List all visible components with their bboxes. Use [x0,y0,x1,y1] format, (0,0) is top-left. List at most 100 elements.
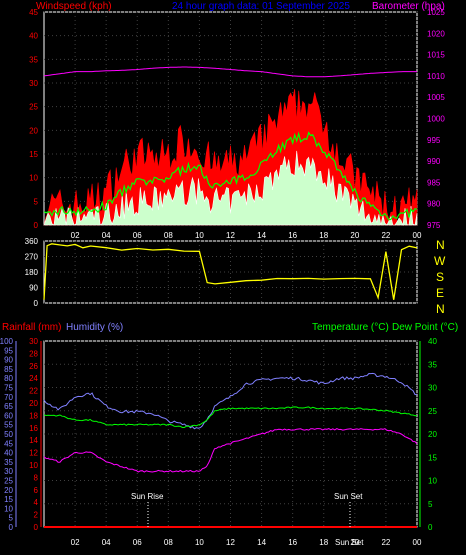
humidity-tick-label: 80 [4,374,13,383]
rainfall-tick-label: 10 [29,461,38,470]
wind-time-tick-label: 04 [102,231,111,240]
windspeed-tick-label: 20 [29,126,38,135]
wind-time-tick-label: 14 [257,231,266,240]
humidity-tick-label: 65 [4,402,13,411]
temperature-tick-label: 10 [428,477,437,486]
wind-time-tick-label: 00 [413,231,422,240]
barometer-series [43,66,417,78]
rainfall-tick-label: 18 [29,411,38,420]
windspeed-tick-label: 35 [29,55,38,64]
humidity-tick-label: 20 [4,486,13,495]
temperature-tick-label: 25 [428,407,437,416]
direction-tick-label: 0 [34,299,39,308]
temperature-tick-label: 0 [428,523,433,532]
windspeed-tick-label: 40 [29,32,38,41]
humidity-tick-label: 35 [4,458,13,467]
barometer-tick-label: 1025 [427,8,445,17]
temperature-tick-label: 15 [428,453,437,462]
wind-gust-series [43,89,418,226]
barometer-tick-label: 985 [427,178,441,187]
direction-tick-label: 360 [25,237,39,246]
rainfall-tick-label: 4 [34,498,39,507]
barometer-tick-label: 1015 [427,51,445,60]
temperature-time-tick-label: 04 [102,538,111,547]
temperature-series [43,428,418,473]
rainfall-tick-label: 12 [29,449,38,458]
temperature-time-tick-label: 14 [257,538,266,547]
temperature-time-tick-label: 12 [226,538,235,547]
barometer-tick-label: 995 [427,136,441,145]
rainfall-tick-label: 14 [29,436,38,445]
wind-time-tick-label: 08 [164,231,173,240]
barometer-tick-label: 1005 [427,93,445,102]
humidity-tick-label: 100 [0,337,14,346]
windspeed-tick-label: 25 [29,103,38,112]
temperature-time-tick-label: 00 [413,538,422,547]
temperature-series [43,372,418,528]
humidity-tick-label: 0 [9,523,14,532]
wind-time-tick-label: 12 [226,231,235,240]
temperature-axis-label: Temperature (°C) [312,322,389,333]
wind-average-series [43,131,418,221]
humidity-axis: 0510152025303540455055606570758085909510… [0,337,17,532]
direction-tick-label: 180 [25,268,39,277]
temperature-time-tick-label: 02 [71,538,80,547]
rainfall-tick-label: 28 [29,349,38,358]
rainfall-tick-label: 20 [29,399,38,408]
windspeed-tick-label: 30 [29,79,38,88]
rainfall-tick-label: 24 [29,374,38,383]
barometer-tick-label: 1010 [427,72,445,81]
barometer-tick-label: 975 [427,221,441,230]
humidity-tick-label: 75 [4,384,13,393]
temperature-time-tick-label: 06 [133,538,142,547]
barometer-tick-label: 990 [427,157,441,166]
humidity-tick-label: 95 [4,346,13,355]
compass-s: S [436,270,444,284]
direction-tick-label: 90 [29,284,38,293]
rainfall-tick-label: 0 [34,523,39,532]
temperature-time-axis: 02 04 06 08 10 12 14 16 18 20 22 00 [71,538,422,547]
humidity-tick-label: 70 [4,393,13,402]
wind-direction-series [43,243,418,301]
humidity-tick-label: 55 [4,421,13,430]
direction-series [43,243,418,301]
rainfall-tick-label: 8 [34,473,39,482]
windspeed-axis: 0 5 10 15 20 25 30 35 40 45 [29,8,38,230]
compass-e: E [436,286,444,300]
compass-labels: N W S E N [434,238,446,316]
humidity-tick-label: 90 [4,356,13,365]
compass-n-top: N [436,238,445,252]
wind-series [43,66,418,227]
windspeed-tick-label: 15 [29,150,38,159]
humidity-tick-label: 15 [4,495,13,504]
temperature-axis: 0 5 10 15 20 25 30 35 40 [419,337,437,532]
humidity-tick-label: 25 [4,477,13,486]
compass-w: W [434,254,446,268]
temperature-tick-label: 5 [428,500,433,509]
sunrise-label: Sun Rise [131,492,164,501]
temperature-time-tick-label: 10 [195,538,204,547]
barometer-tick-label: 980 [427,200,441,209]
barometer-axis: 975 980 985 990 995 1000 1005 1010 1015 1020 1025 [427,8,445,230]
windspeed-tick-label: 10 [29,174,38,183]
barometer-tick-label: 1020 [427,29,445,38]
humidity-tick-label: 50 [4,430,13,439]
barometer-axis-label: Barometer (hpa) [372,1,445,12]
wind-time-tick-label: 20 [350,231,359,240]
dewpoint-series [43,406,417,428]
humidity-tick-label: 40 [4,449,13,458]
humidity-tick-label: 85 [4,365,13,374]
windspeed-axis-label: Windspeed (kph) [36,1,112,12]
temperature-time-tick-label: 22 [381,538,390,547]
humidity-tick-label: 60 [4,411,13,420]
humidity-tick-label: 30 [4,467,13,476]
direction-tick-label: 270 [25,253,39,262]
wind-time-tick-label: 02 [71,231,80,240]
compass-n-bottom: N [436,302,445,316]
wind-time-tick-label: 10 [195,231,204,240]
temperature-tick-label: 35 [428,360,437,369]
windspeed-tick-label: 45 [29,8,38,17]
temperature-tick-label: 30 [428,384,437,393]
rainfall-tick-label: 2 [34,511,39,520]
temperature-time-tick-label: 16 [288,538,297,547]
